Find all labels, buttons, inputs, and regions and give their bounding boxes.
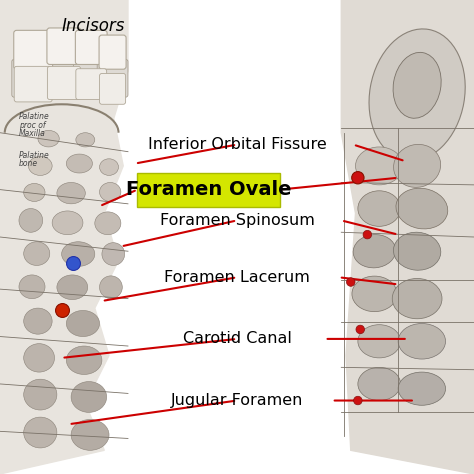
Text: Palatine: Palatine [19,151,50,160]
Polygon shape [341,0,474,474]
FancyBboxPatch shape [47,66,81,100]
FancyBboxPatch shape [47,28,81,64]
Ellipse shape [356,147,403,185]
Ellipse shape [95,212,121,235]
Ellipse shape [76,133,95,147]
Ellipse shape [24,379,57,410]
Ellipse shape [62,242,95,266]
FancyBboxPatch shape [14,30,53,69]
Text: proc of: proc of [19,121,46,130]
Ellipse shape [358,325,401,358]
Circle shape [346,278,355,286]
Ellipse shape [393,232,441,270]
Circle shape [356,325,365,334]
Ellipse shape [24,183,45,201]
Text: Palatine: Palatine [19,112,50,120]
FancyBboxPatch shape [45,55,83,92]
Point [58,307,65,314]
Ellipse shape [102,243,125,265]
Ellipse shape [38,130,59,147]
Text: Jugular Foramen: Jugular Foramen [171,393,303,408]
Point [70,259,77,267]
FancyBboxPatch shape [73,55,109,92]
Ellipse shape [52,211,83,235]
Ellipse shape [24,242,50,265]
Ellipse shape [100,276,122,299]
Text: Carotid Canal: Carotid Canal [182,331,292,346]
Ellipse shape [24,308,52,334]
FancyBboxPatch shape [76,69,107,100]
Ellipse shape [369,29,465,161]
FancyBboxPatch shape [14,66,52,102]
Text: Incisors: Incisors [62,17,125,35]
Ellipse shape [66,310,100,337]
Ellipse shape [358,191,401,227]
Text: Foramen Lacerum: Foramen Lacerum [164,270,310,285]
Ellipse shape [358,367,401,401]
Ellipse shape [100,182,121,201]
FancyBboxPatch shape [12,59,55,97]
Ellipse shape [398,372,446,405]
Circle shape [354,173,362,182]
FancyBboxPatch shape [97,59,128,97]
Circle shape [352,172,364,184]
Ellipse shape [57,275,88,300]
Text: bone: bone [19,159,38,168]
Ellipse shape [24,417,57,448]
Ellipse shape [398,323,446,359]
Ellipse shape [100,159,118,175]
Ellipse shape [57,182,85,204]
Polygon shape [0,0,128,474]
Ellipse shape [66,346,102,374]
Ellipse shape [66,154,92,173]
Ellipse shape [28,156,52,175]
Ellipse shape [353,235,396,268]
Ellipse shape [71,382,107,412]
Ellipse shape [24,344,55,372]
Text: Foramen Ovale: Foramen Ovale [126,180,292,199]
FancyBboxPatch shape [100,73,126,104]
Ellipse shape [19,275,45,299]
Ellipse shape [393,145,441,187]
FancyBboxPatch shape [75,30,107,64]
Ellipse shape [352,276,397,312]
Text: Foramen Spinosum: Foramen Spinosum [160,213,314,228]
Ellipse shape [71,419,109,450]
Text: Maxilla: Maxilla [19,129,46,138]
FancyBboxPatch shape [99,35,126,69]
Ellipse shape [19,209,43,232]
Ellipse shape [393,53,441,118]
Ellipse shape [392,279,442,319]
Ellipse shape [396,188,448,229]
Text: Inferior Orbital Fissure: Inferior Orbital Fissure [147,137,327,152]
Circle shape [363,230,372,239]
Circle shape [354,396,362,405]
FancyBboxPatch shape [137,173,280,207]
